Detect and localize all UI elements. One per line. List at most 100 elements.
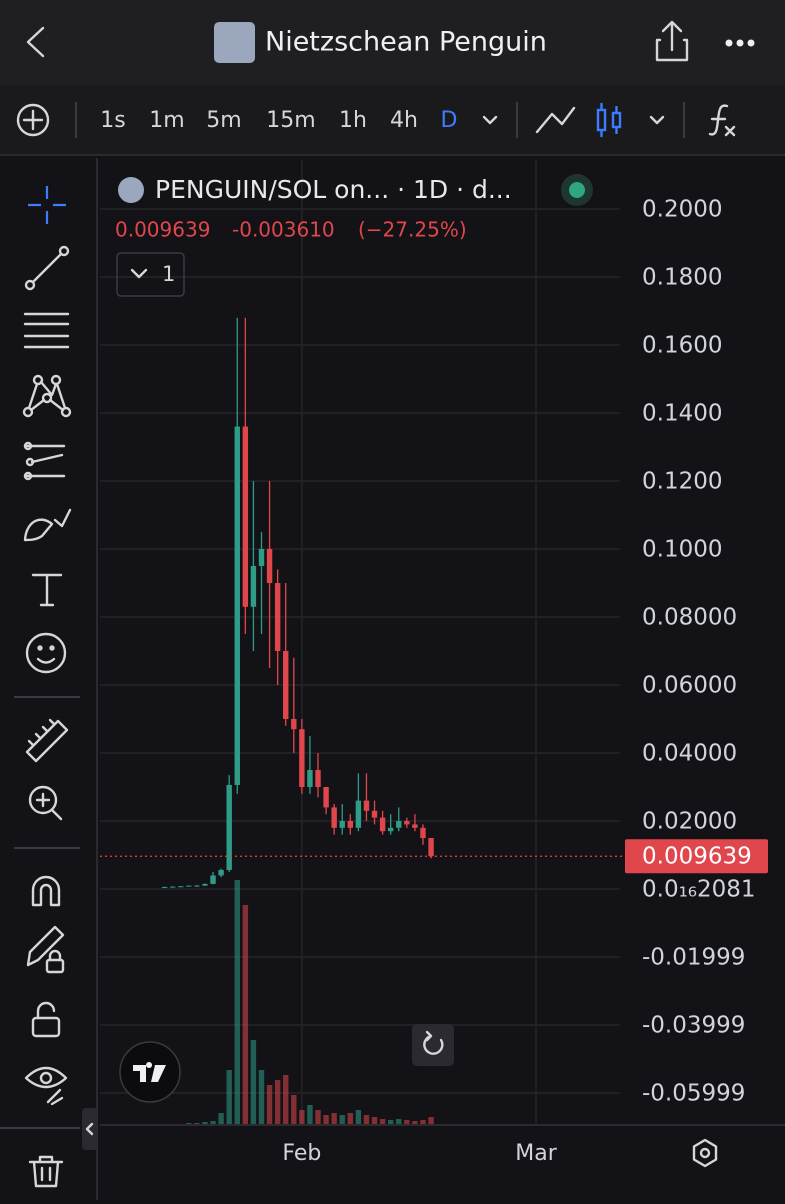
candle-body (315, 770, 321, 788)
interval-button[interactable]: 1m (149, 108, 184, 133)
candle-body (250, 565, 257, 607)
volume-bar (226, 1070, 232, 1125)
top-bar (0, 0, 785, 85)
ruler-tool[interactable] (25, 718, 69, 763)
page-title: Nietzschean Penguin (265, 27, 547, 58)
volume-bar (355, 1110, 362, 1125)
candle-body (291, 719, 297, 730)
text-tool[interactable] (31, 573, 63, 607)
pattern-tool[interactable] (22, 374, 72, 418)
volume-bar (428, 1117, 434, 1125)
trend-line-tool[interactable] (24, 245, 70, 291)
candle-body (371, 810, 378, 818)
indicator-toggle[interactable] (116, 252, 185, 297)
back-button[interactable] (26, 26, 45, 58)
interval-button[interactable]: D (441, 108, 458, 133)
more-button[interactable] (725, 39, 755, 47)
candle-body (283, 651, 289, 720)
collapse-handle[interactable] (82, 1108, 98, 1150)
candle-body (339, 821, 345, 828)
add-button[interactable] (16, 103, 50, 137)
volume-bar (347, 1113, 354, 1125)
share-button[interactable] (655, 20, 689, 62)
volume-bar (363, 1115, 370, 1125)
interval-button[interactable]: 1s (100, 108, 125, 133)
y-tick-label: 0.1200 (642, 468, 722, 494)
emoji-tool[interactable] (25, 632, 67, 674)
volume-bar (379, 1119, 386, 1125)
interval-dropdown[interactable] (482, 115, 498, 125)
interval-button[interactable]: 4h (390, 108, 418, 133)
candle-body (194, 885, 200, 887)
line-chart-button[interactable] (535, 106, 576, 134)
y-tick-label: 0.02000 (642, 809, 737, 835)
candle-body (226, 784, 232, 870)
legend-change: -0.003610 (232, 218, 335, 242)
volume-bar (274, 1080, 281, 1125)
candle-body (363, 800, 370, 811)
volume-bar (250, 1040, 257, 1125)
legend-last: 0.009639 (115, 218, 210, 242)
volume-bar (210, 1121, 216, 1125)
forecast-tool[interactable] (23, 441, 66, 481)
candle-chart-button[interactable] (596, 103, 622, 137)
market-status (569, 182, 585, 198)
volume-bar (218, 1113, 224, 1125)
indicators-button[interactable] (708, 104, 736, 137)
crosshair-tool[interactable] (28, 186, 66, 224)
volume-bar (420, 1120, 426, 1125)
lock-drawing-tool[interactable] (26, 925, 65, 974)
symbol-icon (118, 177, 144, 203)
reset-button[interactable] (412, 1024, 454, 1066)
candle-body (412, 824, 418, 828)
x-tick-label: Feb (282, 1141, 321, 1166)
candle-body (218, 869, 224, 876)
symbol-label[interactable]: PENGUIN/SOL on... · 1D · d... (155, 175, 512, 204)
y-tick-label: 0.1800 (642, 264, 722, 290)
candle-body (347, 821, 354, 828)
y-tick-label: 0.1400 (642, 400, 722, 426)
candle-body (379, 817, 386, 832)
y-tick-label: 0.2000 (642, 196, 722, 222)
delete-tool[interactable] (28, 1155, 64, 1188)
volume-bar (266, 1085, 273, 1125)
magnet-tool[interactable] (31, 875, 61, 907)
candle-body (186, 885, 192, 887)
y-tick-label: 0.08000 (642, 604, 737, 630)
lock-tool[interactable] (31, 1001, 61, 1038)
tradingview-logo[interactable] (119, 1041, 181, 1103)
candle-body (323, 787, 329, 808)
volume-bar (307, 1105, 313, 1125)
volume-bar (331, 1113, 337, 1125)
settings-button[interactable] (692, 1138, 718, 1168)
candle-body (202, 883, 208, 886)
candle-body (307, 770, 313, 788)
candle-body (242, 426, 249, 607)
volume-bar (396, 1119, 402, 1125)
visibility-tool[interactable] (24, 1066, 68, 1106)
interval-button[interactable]: 1h (339, 108, 367, 133)
interval-button[interactable]: 5m (206, 108, 241, 133)
volume-bar (242, 905, 249, 1125)
interval-button[interactable]: 15m (266, 108, 315, 133)
last-price-tag (625, 839, 768, 874)
volume-bar (299, 1110, 305, 1125)
candle-body (161, 886, 168, 888)
legend-change-pct: (−27.25%) (358, 218, 467, 242)
y-tick-label: 0.06000 (642, 673, 737, 699)
volume-bar (315, 1110, 321, 1125)
zoom-tool[interactable] (28, 785, 63, 821)
volume-bar (202, 1122, 208, 1125)
chart-type-dropdown[interactable] (649, 115, 665, 125)
candle-body (234, 426, 240, 785)
y-tick-label: -0.03999 (642, 1012, 745, 1038)
indicator-chevron (130, 268, 148, 279)
candle-body (387, 827, 394, 832)
candle-body (404, 821, 410, 825)
brush-tool[interactable] (23, 508, 72, 542)
x-tick-label: Mar (515, 1141, 557, 1166)
candle-body (178, 886, 184, 888)
volume-bar (387, 1120, 394, 1125)
fib-tool[interactable] (23, 312, 70, 349)
